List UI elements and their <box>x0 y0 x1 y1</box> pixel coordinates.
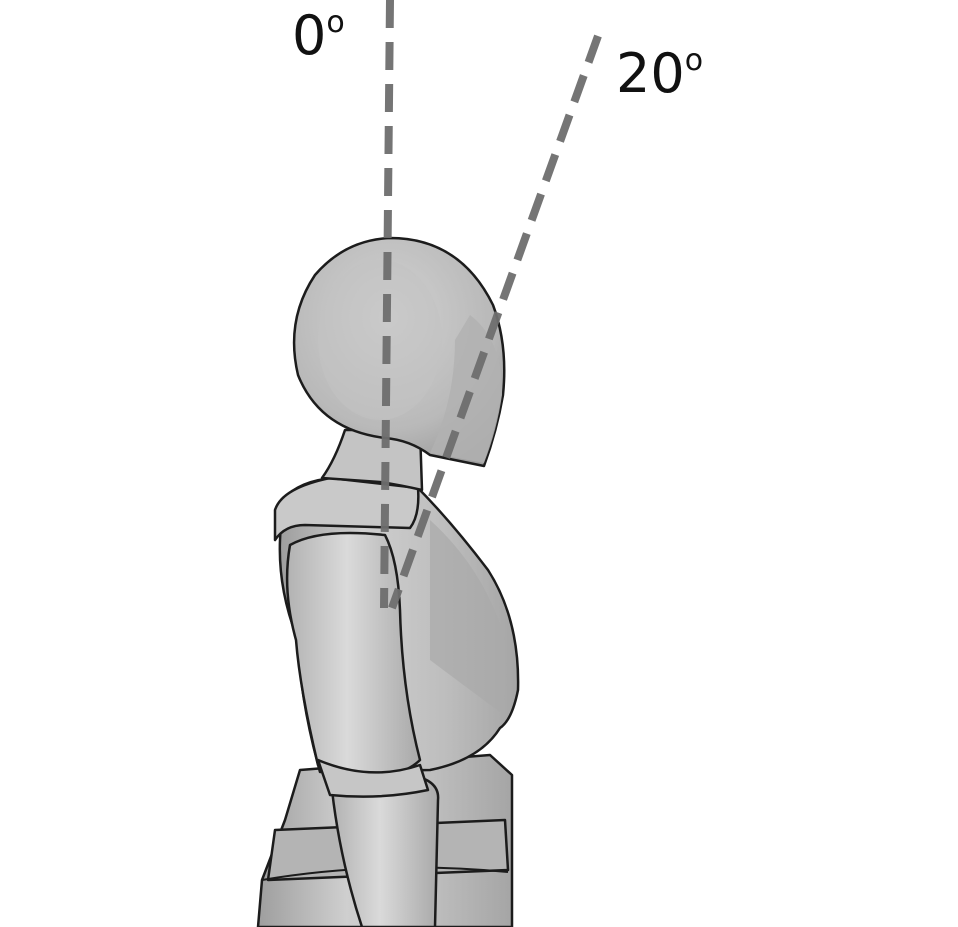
ear <box>318 260 442 420</box>
angle-value-tilted: 20 <box>616 42 685 105</box>
mannequin-figure <box>256 236 520 927</box>
angle-label-vertical: 0o <box>292 4 345 67</box>
chest-shade <box>430 520 507 712</box>
degree-mark-vertical: o <box>326 5 344 40</box>
face-plane <box>430 315 503 463</box>
tilted-guide-line <box>388 34 602 610</box>
degree-mark-tilted: o <box>685 43 703 78</box>
elbow-joint <box>316 758 430 798</box>
vertical-guide-line <box>380 0 394 609</box>
angle-value-vertical: 0 <box>292 4 326 67</box>
angle-label-tilted: 20o <box>616 42 703 105</box>
neck <box>320 428 424 492</box>
